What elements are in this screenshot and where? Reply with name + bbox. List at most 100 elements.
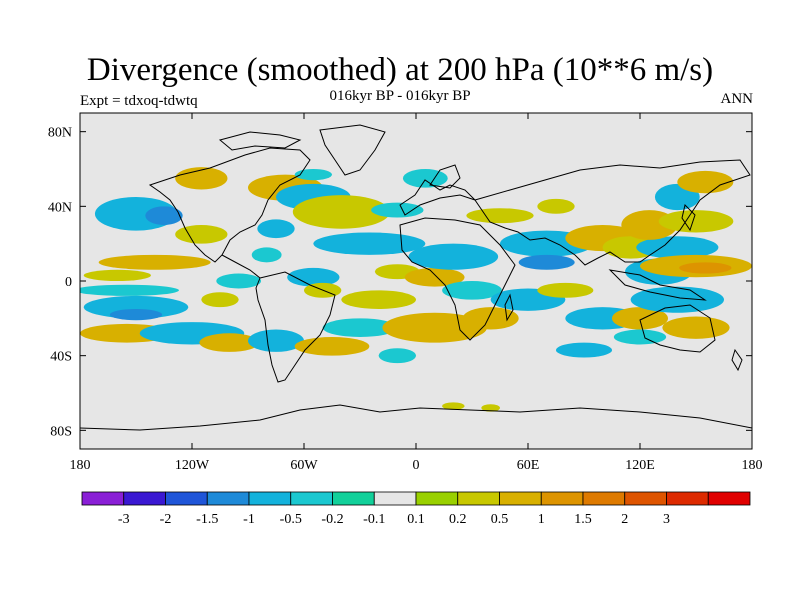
colorbar-swatch: [373, 491, 417, 506]
colorbar-label: 0.5: [491, 512, 509, 527]
divergence-anomaly: [378, 348, 417, 364]
map-title: Divergence (smoothed) at 200 hPa (10**6 …: [86, 52, 714, 88]
divergence-anomaly: [613, 329, 667, 345]
coastline-madagascar: [504, 293, 514, 322]
coastline-asia: [474, 159, 751, 266]
divergence-anomaly: [292, 195, 390, 229]
coastline-antarctica: [80, 404, 752, 431]
divergence-anomaly: [402, 169, 448, 188]
y-tick-label: 80S: [50, 424, 72, 439]
divergence-anomaly: [442, 402, 465, 410]
colorbar-swatch: [540, 491, 584, 506]
colorbar-swatch: [165, 491, 208, 506]
coastline-scandinavia: [429, 164, 461, 189]
divergence-anomaly: [658, 210, 734, 233]
divergence-anomaly: [341, 290, 416, 309]
x-tick-label: 180: [742, 458, 763, 473]
experiment-label: Expt = tdxoq-tdwtq: [80, 93, 198, 109]
coastline-indonesia: [608, 269, 707, 301]
y-tick-label: 40N: [48, 200, 72, 215]
divergence-anomaly: [313, 232, 426, 255]
coastline-south-america: [255, 271, 336, 383]
colorbar-label: 3: [663, 512, 670, 527]
colorbar-swatch: [624, 491, 667, 506]
divergence-anomaly: [442, 281, 502, 300]
y-tick-label: 0: [65, 275, 72, 290]
divergence-anomaly: [287, 267, 340, 287]
colorbar-label: -2: [160, 512, 172, 527]
colorbar-swatch: [206, 491, 250, 506]
divergence-anomaly: [677, 170, 734, 194]
map-axes: 180 120W 60W 0 60E 120E 180 80N 40N 0 40S 80S: [48, 113, 763, 473]
colorbar-label: -0.1: [363, 512, 385, 527]
divergence-anomaly: [462, 307, 519, 330]
x-tick-label: 120E: [625, 458, 655, 473]
colorbar-swatch: [81, 491, 125, 506]
divergence-anomaly: [556, 342, 612, 358]
y-tick-label: 80N: [48, 126, 72, 141]
coastline-central-america: [221, 254, 261, 279]
divergence-anomaly: [251, 247, 282, 263]
x-tick-label: 180: [70, 458, 91, 473]
colorbar-swatch: [248, 491, 292, 506]
divergence-anomaly: [199, 333, 260, 352]
divergence-anomaly: [481, 404, 500, 412]
colorbar-swatch: [582, 491, 626, 506]
colorbar: -3 -2 -1.5 -1 -0.5 -0.2 -0.1 0.1 0.2 0.5 1 1.5 2 3: [81, 491, 751, 527]
coastline-japan: [681, 204, 696, 232]
colorbar-label: 1: [538, 512, 545, 527]
coastline-greenland: [319, 124, 386, 176]
colorbar-label: 0.2: [449, 512, 467, 527]
divergence-anomaly: [80, 284, 179, 296]
divergence-anomaly: [145, 206, 183, 226]
divergence-anomaly: [257, 219, 295, 239]
colorbar-label: -0.5: [280, 512, 302, 527]
divergence-anomaly: [371, 202, 424, 218]
colorbar-label: 1.5: [574, 512, 592, 527]
colorbar-label: -1.5: [196, 512, 218, 527]
coastline-new-zealand: [731, 348, 743, 372]
colorbar-swatch: [123, 491, 166, 506]
colorbar-swatch: [332, 491, 375, 506]
x-tick-label: 0: [413, 458, 420, 473]
divergence-anomaly: [294, 337, 370, 356]
divergence-anomaly: [408, 243, 499, 270]
divergence-anomaly: [322, 318, 398, 337]
colorbar-swatch: [457, 491, 500, 506]
map-subtitle: 016kyr BP - 016kyr BP: [329, 88, 471, 104]
coastlines: [80, 124, 752, 431]
x-tick-label: 60E: [517, 458, 540, 473]
divergence-anomaly: [109, 309, 163, 321]
divergence-anomaly: [201, 292, 239, 308]
colorbar-swatch: [666, 491, 709, 506]
divergence-anomaly: [404, 267, 465, 287]
divergence-anomaly: [175, 225, 228, 244]
coastline-arctic-islands: [218, 131, 302, 151]
divergence-anomaly: [248, 329, 304, 352]
divergence-field: [80, 167, 752, 412]
coastline-australia: [639, 304, 716, 353]
divergence-anomaly: [83, 295, 189, 319]
coastline-north-america: [148, 147, 311, 263]
colorbar-swatch: [499, 491, 542, 506]
colorbar-swatch: [707, 491, 751, 506]
divergence-anomaly: [636, 236, 719, 259]
colorbar-label: -3: [118, 512, 130, 527]
divergence-anomaly: [466, 208, 534, 224]
coastline-europe: [399, 179, 476, 216]
divergence-anomaly: [537, 198, 575, 214]
coastline-africa: [399, 217, 516, 341]
divergence-anomaly: [98, 254, 211, 270]
colorbar-label: -0.2: [321, 512, 343, 527]
colorbar-swatch: [290, 491, 333, 506]
colorbar-label: 2: [621, 512, 628, 527]
x-tick-label: 60W: [290, 458, 318, 473]
colorbar-label: -1: [243, 512, 255, 527]
divergence-anomaly: [679, 262, 732, 274]
divergence-anomaly: [83, 269, 151, 281]
divergence-anomaly: [216, 273, 262, 289]
divergence-anomaly: [382, 312, 487, 343]
divergence-anomaly: [294, 169, 333, 181]
x-tick-label: 120W: [175, 458, 210, 473]
